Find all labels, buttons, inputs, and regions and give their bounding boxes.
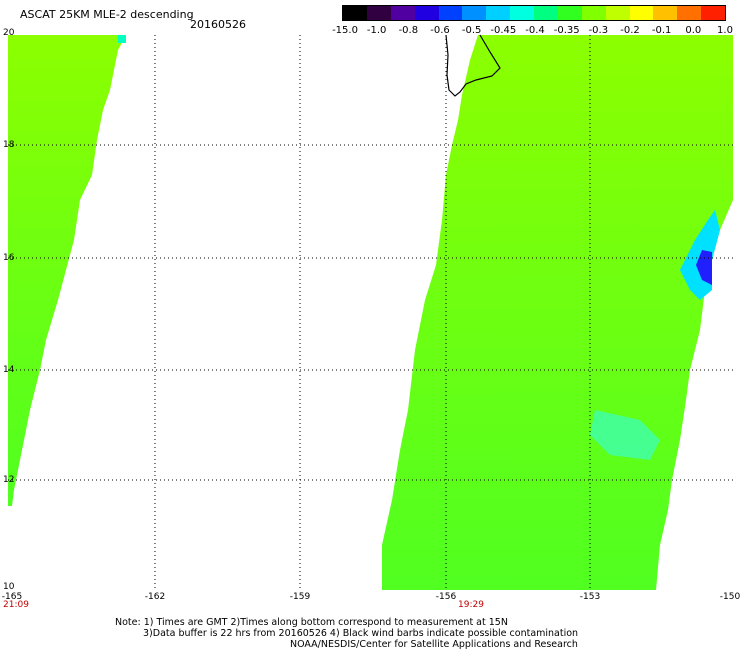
colorbar-segment [653,6,678,20]
colorbar-tick-label: -0.4 [525,25,545,36]
colorbar-tick-label: 1.0 [717,25,733,36]
colorbar-tick-label: -0.6 [430,25,450,36]
note-line-1: Note: 1) Times are GMT 2)Times along bot… [115,617,508,628]
colorbar-segment [390,6,415,20]
colorbar-tick-label: -0.35 [553,25,580,36]
note-line-3: NOAA/NESDIS/Center for Satellite Applica… [290,639,578,650]
colorbar-segment [486,6,511,20]
y-tick-label: 18 [3,140,15,150]
colorbar-tick-label: 0.0 [685,25,702,36]
colorbar-tick-label: -1.0 [366,25,387,36]
map-date: 20160526 [190,18,246,31]
x-tick-label: -165 [1,592,23,602]
colorbar [342,5,726,21]
left-swath-edge [118,35,126,43]
note-line-2: 3)Data buffer is 22 hrs from 20160526 4)… [143,628,579,639]
y-tick-label: 16 [3,253,15,263]
x-tick-label: -153 [579,592,601,602]
colorbar-segment [366,6,391,20]
cyan-patch [590,410,660,460]
colorbar-tick-label: -0.8 [398,25,419,36]
x-tick-label: -162 [144,592,166,602]
right-swath [382,35,733,590]
y-tick-label: 14 [3,365,15,375]
colorbar-segment [701,6,725,20]
anomaly-core [696,250,712,285]
colorbar-segment [629,6,654,20]
colorbar-segment [677,6,702,20]
colorbar-segment [414,6,439,20]
y-tick-label: 20 [3,28,15,38]
colorbar-segment [581,6,606,20]
time-label-right: 19:29 [458,600,484,610]
y-tick-label: 12 [3,475,15,485]
x-tick-label: -159 [289,592,311,602]
coastline [445,34,501,97]
x-tick-label: -150 [719,592,740,602]
grid [8,35,733,590]
colorbar-segment [605,6,630,20]
colorbar-segment [510,6,534,20]
colorbar-tick-label: -15.0 [332,25,358,36]
colorbar-tick-label: -0.2 [620,25,640,36]
colorbar-segment [462,6,487,20]
map-title: ASCAT 25KM MLE-2 descending [20,8,194,21]
colorbar-tick-label: -0.45 [490,25,517,36]
colorbar-segment [557,6,582,20]
colorbar-segment [534,6,558,20]
left-swath [8,35,126,506]
x-tick-label: -156 [435,592,457,602]
colorbar-segment [438,6,463,20]
colorbar-segment [343,6,367,20]
y-tick-label: 10 [3,582,15,592]
colorbar-tick-label: -0.3 [588,25,609,36]
colorbar-tick-label: -0.1 [651,25,672,36]
time-label-left: 21:09 [3,600,29,610]
colorbar-tick-label: -0.5 [461,25,482,36]
